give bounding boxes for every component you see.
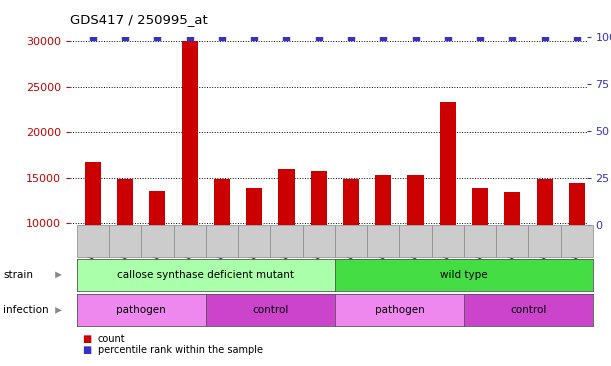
Point	[443, 34, 453, 40]
Bar	[246, 188, 262, 314]
Point	[508, 34, 518, 40]
Point	[411, 34, 420, 40]
Text: infection: infection	[3, 305, 49, 315]
Text: control: control	[252, 305, 288, 315]
Text: callose synthase deficient mutant: callose synthase deficient mutant	[117, 270, 295, 280]
Bar	[214, 179, 230, 314]
Bar	[117, 179, 133, 314]
Point	[249, 34, 259, 40]
Text: ■: ■	[82, 333, 92, 344]
Bar	[536, 179, 553, 314]
Point	[185, 34, 194, 40]
Text: GDS417 / 250995_at: GDS417 / 250995_at	[70, 13, 208, 26]
Bar	[181, 41, 198, 314]
Bar	[343, 179, 359, 314]
Text: count: count	[98, 333, 125, 344]
Point	[314, 34, 324, 40]
Bar	[85, 162, 101, 314]
Bar	[569, 183, 585, 314]
Bar	[375, 175, 391, 314]
Text: control: control	[510, 305, 547, 315]
Bar	[279, 169, 295, 314]
Point	[282, 34, 291, 40]
Text: wild type: wild type	[440, 270, 488, 280]
Point	[572, 34, 582, 40]
Point	[88, 34, 98, 40]
Bar	[472, 188, 488, 314]
Point	[378, 34, 388, 40]
Bar	[149, 191, 166, 314]
Bar	[440, 102, 456, 314]
Point	[153, 34, 163, 40]
Text: pathogen: pathogen	[116, 305, 166, 315]
Point	[475, 34, 485, 40]
Text: strain: strain	[3, 270, 33, 280]
Point	[217, 34, 227, 40]
Text: ■: ■	[82, 344, 92, 355]
Point	[540, 34, 549, 40]
Point	[346, 34, 356, 40]
Text: percentile rank within the sample: percentile rank within the sample	[98, 344, 263, 355]
Bar	[504, 192, 521, 314]
Bar	[408, 175, 423, 314]
Bar	[310, 171, 327, 314]
Text: pathogen: pathogen	[375, 305, 424, 315]
Point	[120, 34, 130, 40]
